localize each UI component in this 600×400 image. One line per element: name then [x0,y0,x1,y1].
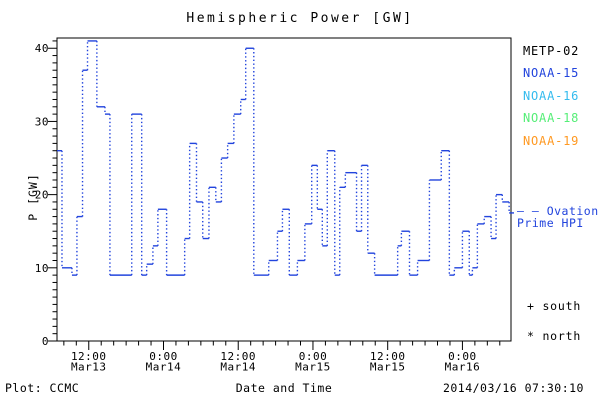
x-tick-date-label: Mar14 [146,361,182,374]
legend-ovation-line1: – – Ovation [517,204,599,218]
x-axis-label: Date and Time [235,381,333,395]
y-tick-label: 40 [35,42,49,55]
legend-ovation-line2: Prime HPI [517,215,584,230]
x-tick-date-label: Mar16 [445,361,481,374]
x-tick-time-label: 12:00 [370,350,406,363]
legend-north-marker: * north [527,329,582,343]
x-tick-date-label: Mar15 [370,361,406,374]
creation-timestamp: 2014/03/16 07:30:10 [442,381,584,395]
x-tick-time-label: 0:00 [448,350,477,363]
plot-frame [56,37,512,342]
y-tick-label: 30 [35,115,49,128]
chart-title: Hemispheric Power [GW] [186,11,414,26]
legend-satellite-noaa18: NOAA-18 [523,111,580,125]
legend-south-marker: + south [527,299,582,313]
legend-ovation-prime-hpi: – – Ovation Prime HPI [517,204,599,230]
x-tick-date-label: Mar15 [295,361,331,374]
x-tick-time-label: 12:00 [71,350,107,363]
legend-satellite-noaa15: NOAA-15 [523,66,580,80]
y-tick-label: 10 [35,262,49,275]
legend-satellite-noaa19: NOAA-19 [523,134,580,148]
x-tick-date-label: Mar13 [71,361,107,374]
y-tick-label: 20 [35,189,49,202]
legend-satellite-noaa16: NOAA-16 [523,89,580,103]
y-tick-label: 0 [42,335,49,348]
legend-satellite-metp02: METP-02 [523,44,580,58]
x-tick-time-label: 0:00 [299,350,328,363]
x-tick-time-label: 0:00 [149,350,178,363]
plot-credit: Plot: CCMC [5,381,80,395]
x-tick-date-label: Mar14 [220,361,256,374]
x-tick-time-label: 12:00 [220,350,256,363]
